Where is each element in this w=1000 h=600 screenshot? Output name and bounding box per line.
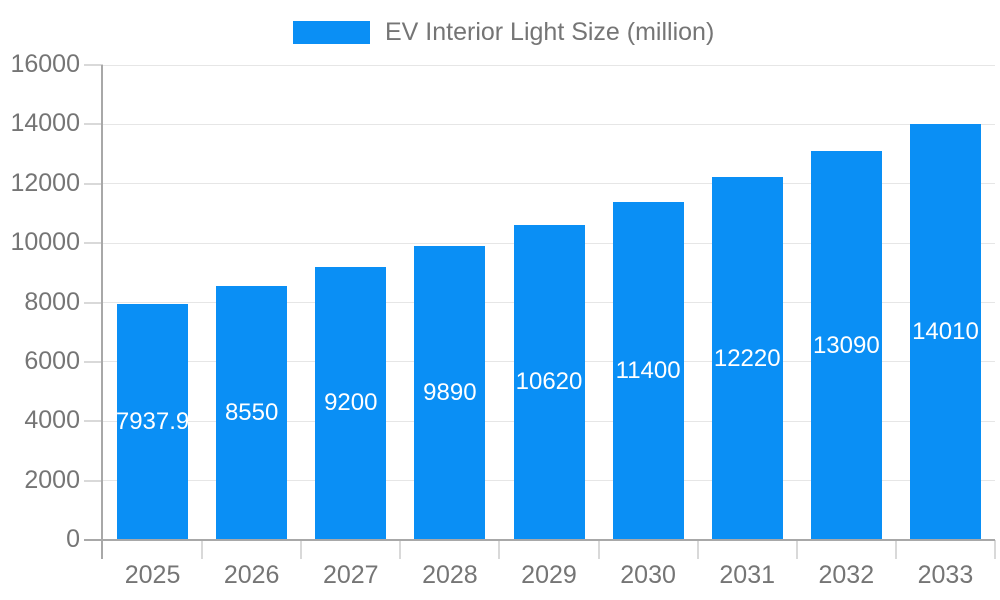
y-gridline xyxy=(103,123,995,125)
x-axis-label: 2028 xyxy=(422,561,478,589)
bar: 9200 xyxy=(315,266,387,540)
x-axis-label: 2033 xyxy=(917,561,974,589)
x-axis-label: 2027 xyxy=(322,561,379,589)
bar-value-label: 9890 xyxy=(423,379,477,407)
bar-value-label: 11400 xyxy=(615,356,681,384)
x-axis-label: 2025 xyxy=(124,561,181,589)
bar: 11400 xyxy=(612,201,684,540)
x-axis-line xyxy=(84,539,995,541)
x-axis-tick xyxy=(399,540,402,559)
y-axis-label: 14000 xyxy=(10,109,80,138)
y-axis-label: 12000 xyxy=(10,168,80,197)
x-axis-tick xyxy=(201,540,204,559)
x-axis-label: 2029 xyxy=(521,561,577,589)
bar: 13090 xyxy=(810,151,882,540)
bar: 10620 xyxy=(513,224,585,540)
x-axis-label: 2032 xyxy=(818,561,875,589)
y-axis-label: 16000 xyxy=(10,50,80,78)
y-axis-label: 4000 xyxy=(24,406,80,435)
x-axis-tick xyxy=(894,540,897,559)
x-axis-tick xyxy=(498,540,501,559)
bar: 14010 xyxy=(909,124,981,540)
x-axis-label: 2031 xyxy=(719,561,776,589)
y-axis-tick xyxy=(84,420,103,423)
bar-value-label: 10620 xyxy=(515,368,583,396)
y-axis-label: 10000 xyxy=(10,228,80,257)
y-axis-label: 8000 xyxy=(24,287,80,316)
x-axis-tick xyxy=(994,540,996,559)
x-axis-tick xyxy=(696,540,699,559)
legend-swatch xyxy=(293,21,370,44)
legend[interactable]: EV Interior Light Size (million) xyxy=(293,18,714,47)
legend-label: EV Interior Light Size (million) xyxy=(385,18,715,46)
y-axis-label: 6000 xyxy=(24,346,80,375)
y-axis-tick xyxy=(84,64,103,66)
bar: 8550 xyxy=(216,286,288,540)
bar-value-label: 8550 xyxy=(224,399,279,427)
y-axis-tick xyxy=(84,360,103,363)
bar-value-label: 14010 xyxy=(912,318,979,346)
x-axis-tick xyxy=(597,540,600,559)
bar-value-label: 13090 xyxy=(812,331,880,359)
y-axis-tick xyxy=(84,182,103,185)
bar-value-label: 9200 xyxy=(324,389,378,417)
x-axis-tick xyxy=(300,540,303,559)
y-axis-tick xyxy=(84,242,103,245)
bar: 9890 xyxy=(414,246,486,540)
y-gridline xyxy=(103,64,995,66)
x-axis-label: 2030 xyxy=(620,561,676,589)
y-axis-tick xyxy=(84,479,103,482)
y-gridline xyxy=(103,183,995,185)
x-axis-label: 2026 xyxy=(223,561,280,589)
x-axis-tick xyxy=(795,540,798,559)
bar: 12220 xyxy=(711,177,783,540)
y-axis-tick xyxy=(84,123,103,126)
y-axis-tick xyxy=(84,301,103,304)
bar-value-label: 7937.9 xyxy=(115,408,190,436)
bar: 7937.9 xyxy=(115,304,190,540)
bar-value-label: 12220 xyxy=(713,344,781,372)
y-axis-label: 0 xyxy=(66,525,80,553)
y-axis-label: 2000 xyxy=(24,465,80,494)
y-axis-line xyxy=(101,65,103,559)
